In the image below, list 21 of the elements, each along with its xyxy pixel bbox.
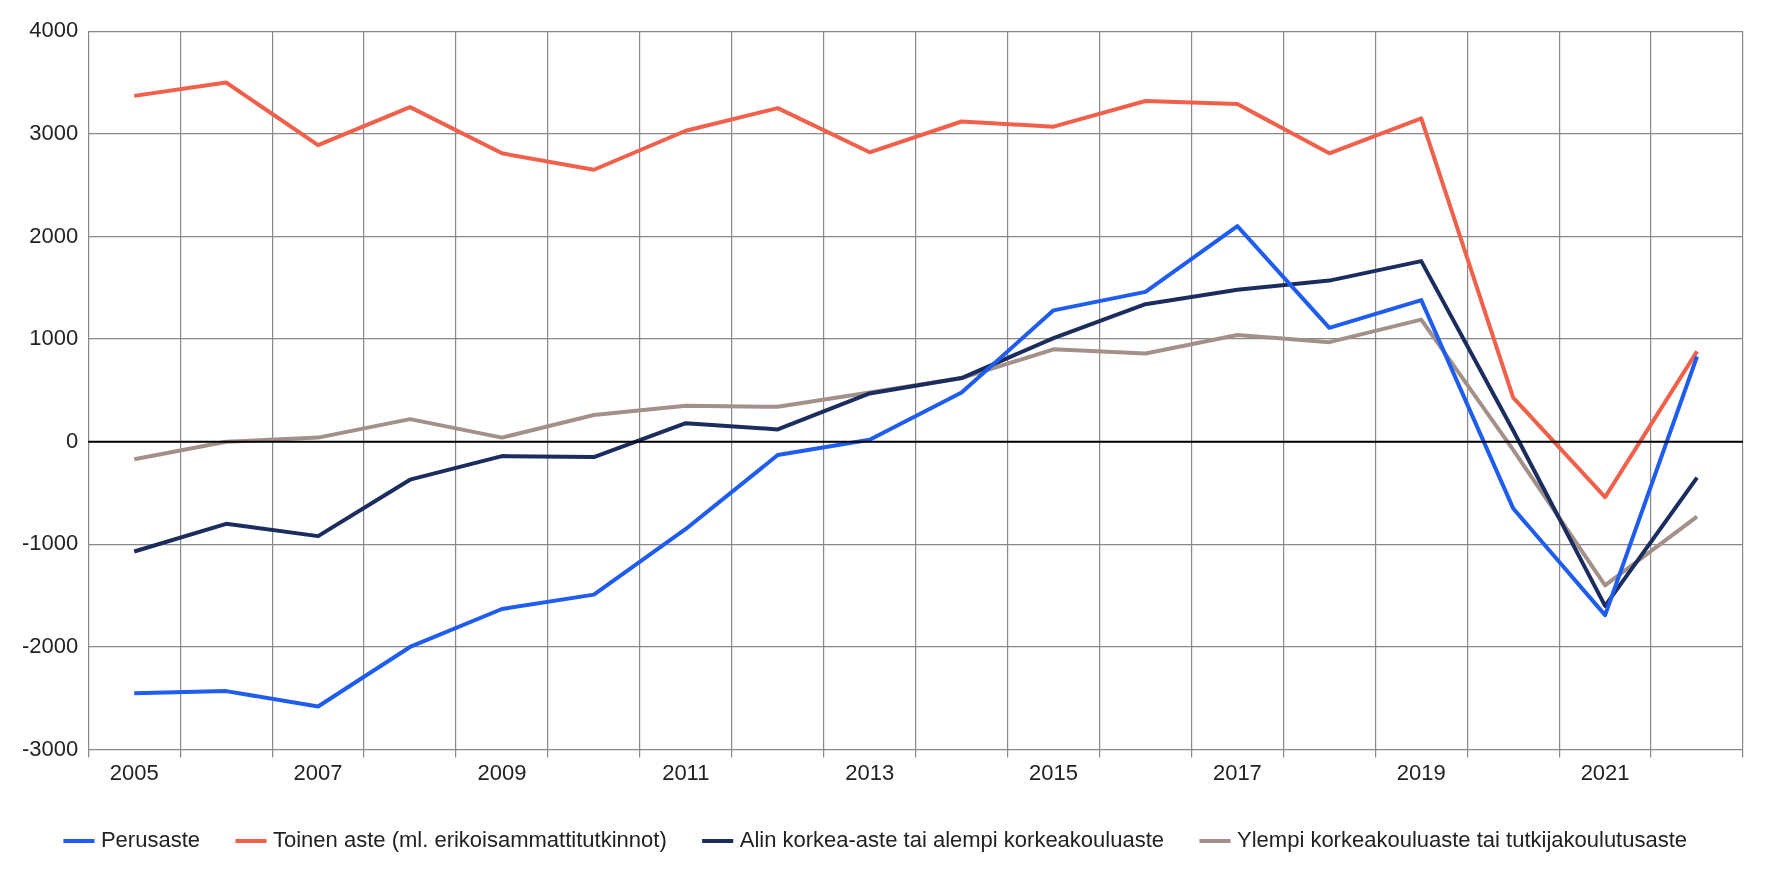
- y-tick-label: -2000: [21, 633, 79, 659]
- legend-label: Ylempi korkeakouluaste tai tutkijakoulutusaste: [1237, 827, 1688, 853]
- x-tick-label: 2009: [477, 759, 527, 785]
- legend-label: Perusaste: [100, 827, 201, 853]
- y-tick-label: -3000: [21, 735, 79, 761]
- x-tick-label: 2011: [662, 759, 710, 785]
- y-tick-label: -1000: [21, 530, 79, 556]
- legend-label: Alin korkea-aste tai alempi korkeakouluaste: [739, 827, 1165, 853]
- x-tick-label: 2021: [1580, 759, 1630, 785]
- x-tick-label: 2007: [293, 759, 343, 785]
- y-tick-label: 2000: [29, 222, 79, 248]
- legend-label: Toinen aste (ml. erikoisammattitutkinnot): [273, 827, 667, 853]
- y-tick-label: 3000: [29, 119, 79, 145]
- x-tick-label: 2019: [1396, 759, 1446, 785]
- x-tick-label: 2005: [109, 759, 159, 785]
- x-tick-label: 2017: [1212, 759, 1262, 785]
- y-tick-label: 4000: [29, 17, 79, 43]
- x-tick-label: 2013: [845, 759, 895, 785]
- y-tick-label: 0: [66, 427, 79, 453]
- x-tick-label: 2015: [1029, 759, 1078, 785]
- y-tick-label: 1000: [29, 325, 79, 351]
